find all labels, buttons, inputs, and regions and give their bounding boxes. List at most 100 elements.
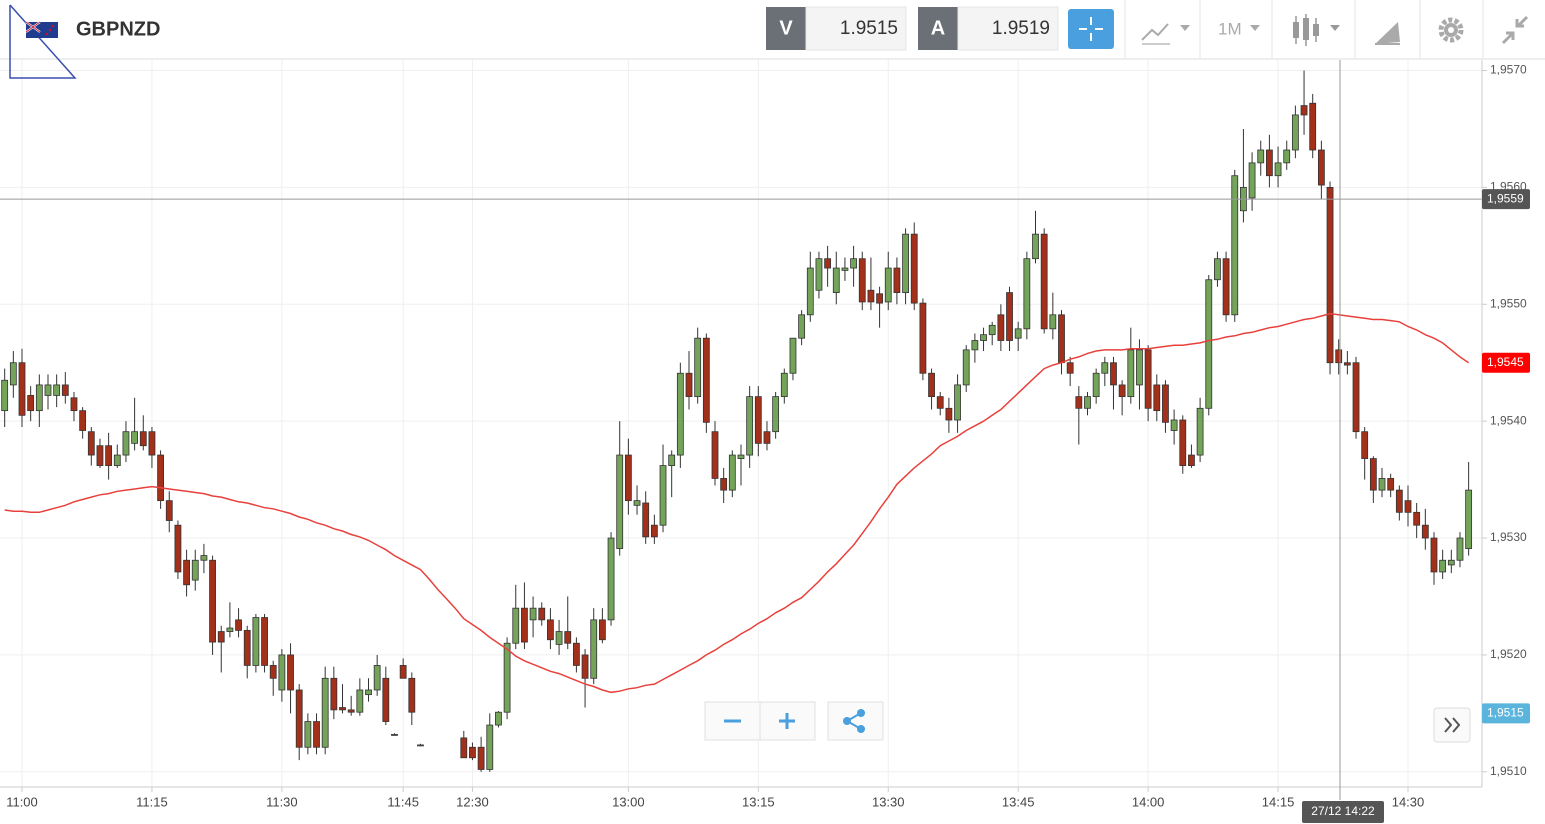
chart-type-button[interactable] (1293, 14, 1340, 46)
candle-body (261, 617, 268, 666)
candle-body (997, 314, 1005, 341)
candle-body (806, 267, 814, 316)
candle-body (763, 431, 771, 444)
candle-body (529, 607, 537, 621)
candle-body (460, 737, 468, 759)
candle-body (616, 454, 624, 549)
candle-body (503, 642, 511, 713)
zoom-in-button[interactable] (759, 701, 816, 741)
indicator-button[interactable] (1141, 23, 1190, 45)
candle-body (1465, 489, 1473, 549)
price-tag-label: 1,9515 (1487, 706, 1524, 720)
zoom-out-button[interactable] (704, 701, 761, 741)
candle-body (1387, 478, 1395, 491)
candle-body (495, 711, 502, 726)
candle-body (1266, 149, 1273, 177)
candle-body (417, 744, 424, 747)
candle-body (780, 372, 788, 398)
collapse-button[interactable] (1501, 15, 1529, 45)
y-tick-label: 1,9540 (1490, 413, 1527, 427)
x-tick-label: 11:15 (136, 794, 168, 809)
share-button[interactable] (827, 701, 884, 741)
candle-body (122, 431, 130, 456)
candle-body (668, 454, 676, 466)
candle-body (105, 445, 113, 466)
candle-body (919, 302, 927, 374)
ask-label: A (931, 17, 945, 39)
candle-body (1058, 314, 1065, 364)
drawing-triangle (9, 4, 77, 79)
candle-body (1006, 292, 1013, 341)
timeframe: 1M (1218, 19, 1242, 38)
bid-button[interactable]: V 1.9515 (766, 6, 907, 51)
candle-body (79, 410, 87, 431)
candle-body (44, 384, 52, 396)
y-tick-label: 1,9530 (1490, 530, 1527, 544)
candle-body (633, 500, 641, 506)
candle-body (694, 337, 702, 398)
candle-body (1144, 349, 1152, 409)
candle-body (598, 619, 606, 641)
candle-body (789, 337, 797, 374)
candle-body (356, 689, 364, 713)
candle-body (737, 454, 745, 459)
scroll-right-button[interactable] (1433, 707, 1471, 743)
candle-body (902, 233, 909, 293)
candle-body (512, 607, 520, 644)
candle-body (954, 384, 961, 421)
candle-body (1413, 511, 1421, 526)
candle-body (720, 478, 728, 491)
candle-body (1317, 149, 1325, 186)
ask-button[interactable]: A 1.9519 (918, 6, 1059, 51)
crosshair-button[interactable] (1068, 9, 1114, 49)
candle-body (980, 334, 987, 341)
candle-body (841, 267, 849, 271)
candle-body (1179, 419, 1187, 466)
x-tick-label: 13:45 (1002, 794, 1035, 809)
candle-body (728, 454, 736, 491)
timeframe-button[interactable]: 1M (1218, 19, 1260, 38)
candle-body (70, 397, 78, 412)
candle-body (858, 258, 866, 303)
candle-body (867, 289, 875, 303)
candle-body (1032, 233, 1039, 260)
candle-body (824, 258, 832, 269)
x-tick-label: 13:00 (612, 794, 645, 809)
candle-body (746, 396, 754, 456)
price-tag (1482, 189, 1530, 210)
candle-body (1092, 372, 1100, 398)
candle-body (876, 293, 883, 304)
candle-body (304, 721, 312, 748)
candle-body (1248, 162, 1256, 199)
candle-body (373, 665, 381, 691)
symbol: GBPNZD (76, 18, 160, 40)
candle-body (893, 267, 901, 293)
candle-body (1136, 349, 1143, 386)
candle-body (35, 384, 43, 412)
candle-body (685, 372, 693, 398)
candle-body (1456, 537, 1464, 561)
candle-body (1, 379, 9, 412)
candle-body (850, 258, 857, 269)
candle-body (798, 314, 806, 339)
draw-button[interactable] (1375, 22, 1400, 45)
candle-body (1196, 407, 1204, 456)
price-tags: 1,9559 1,9545 1,9515 (1482, 189, 1530, 724)
candle-body (243, 629, 251, 666)
ask-value: 1.9519 (992, 18, 1050, 39)
candle-body (1066, 362, 1074, 374)
settings-button[interactable] (1438, 17, 1464, 43)
candle-body (165, 500, 173, 521)
candle-body (235, 619, 242, 631)
bid-value: 1.9515 (840, 18, 898, 39)
candle-body (339, 707, 346, 711)
price-tag (1482, 352, 1530, 373)
candle-body (148, 431, 156, 456)
candle-body (226, 627, 234, 632)
candle-body (287, 654, 294, 691)
candle-body (399, 665, 407, 679)
candle-body (1231, 175, 1239, 316)
candle-body (1352, 362, 1360, 433)
price-tag-label: 1,9559 (1487, 191, 1524, 205)
